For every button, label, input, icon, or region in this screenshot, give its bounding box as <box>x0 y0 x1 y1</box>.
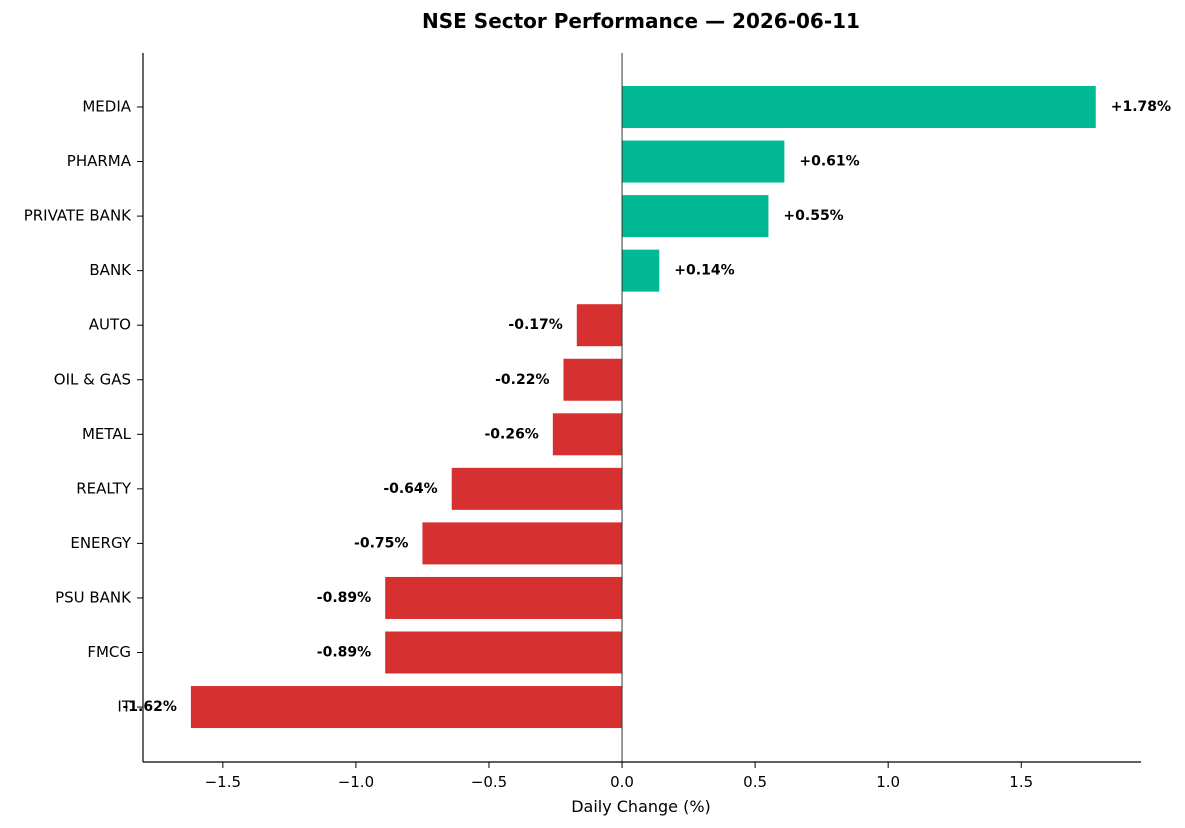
bar-fmcg <box>385 631 623 674</box>
value-label-realty: -0.64% <box>383 481 437 497</box>
x-tick-label-4: 0.5 <box>743 773 767 791</box>
bar-bank <box>622 249 660 292</box>
x-tick-label-0: −1.5 <box>205 773 241 791</box>
value-label-energy: -0.75% <box>354 535 408 551</box>
bars-layer <box>190 86 1096 729</box>
y-tick-label-realty: REALTY <box>76 479 132 497</box>
y-tick-label-psu-bank: PSU BANK <box>55 588 132 606</box>
x-tick-label-2: −0.5 <box>471 773 507 791</box>
value-label-bank: +0.14% <box>674 263 734 279</box>
y-tick-label-private-bank: PRIVATE BANK <box>24 207 132 225</box>
y-tick-label-auto: AUTO <box>89 316 131 334</box>
y-tick-label-energy: ENERGY <box>70 534 131 552</box>
bar-oil-gas <box>563 358 623 401</box>
value-label-psu-bank: -0.89% <box>317 590 371 606</box>
bar-realty <box>451 467 623 510</box>
chart-title: NSE Sector Performance — 2026-06-11 <box>422 9 860 33</box>
bar-metal <box>552 413 623 456</box>
bar-media <box>622 86 1096 128</box>
axes-layer <box>142 53 1141 763</box>
y-tick-label-media: MEDIA <box>82 98 131 116</box>
bar-energy <box>422 522 623 565</box>
value-label-fmcg: -0.89% <box>317 645 371 661</box>
x-tick-label-6: 1.5 <box>1009 773 1033 791</box>
y-tick-label-bank: BANK <box>89 261 132 279</box>
x-tick-label-3: 0.0 <box>610 773 634 791</box>
x-tick-label-1: −1.0 <box>338 773 374 791</box>
x-tick-label-5: 1.0 <box>876 773 900 791</box>
value-label-it: -1.62% <box>123 699 177 715</box>
bar-pharma <box>622 140 785 183</box>
y-tick-label-pharma: PHARMA <box>67 152 132 170</box>
value-label-auto: -0.17% <box>508 317 562 333</box>
value-label-private-bank: +0.55% <box>783 208 843 224</box>
y-tick-label-it: IT <box>117 698 131 716</box>
y-ticks-layer: MEDIA PHARMA PRIVATE BANK BANK AUTO OIL & GAS… <box>24 98 143 716</box>
bar-private-bank <box>622 195 769 238</box>
value-label-oil-gas: -0.22% <box>495 372 549 388</box>
y-tick-label-oil-gas: OIL & GAS <box>54 370 131 388</box>
y-tick-label-metal: METAL <box>82 425 132 443</box>
value-label-pharma: +0.61% <box>799 154 859 170</box>
value-label-metal: -0.26% <box>484 426 538 442</box>
value-label-media: +1.78% <box>1111 99 1171 115</box>
bar-auto <box>576 304 623 347</box>
bar-it <box>190 686 623 729</box>
bar-psu-bank <box>385 576 623 619</box>
y-tick-label-fmcg: FMCG <box>87 643 131 661</box>
x-ticks-layer: −1.5 −1.0 −0.5 0.0 0.5 1.0 1.5 <box>205 762 1033 791</box>
data-labels-layer: +1.78% +0.61% +0.55% +0.14% -0.17% -0.22% -0.2… <box>123 99 1172 715</box>
x-axis-label: Daily Change (%) <box>571 797 711 816</box>
